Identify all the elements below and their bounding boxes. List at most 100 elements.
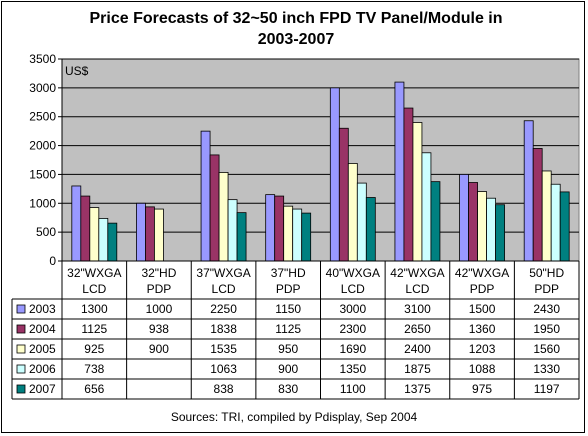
bar [468,182,478,262]
table-value: 738 [84,362,104,376]
legend-key [16,324,26,334]
table-value: 1300 [81,302,108,316]
table-value: 838 [214,382,234,396]
category-label: 37"HD [271,266,306,280]
table-value: 1838 [210,322,237,336]
table-value: 1063 [210,362,237,376]
legend-label: 2005 [29,342,56,356]
table-value: 1150 [275,302,301,316]
category-label: 32"HD [141,266,176,280]
bar [347,163,358,262]
bar [403,107,414,262]
bar [329,87,340,262]
category-label: LCD [212,282,236,296]
legend-label: 2004 [29,322,56,336]
category-label: 42"WXGA [455,266,509,280]
table-value: 1197 [534,382,560,396]
category-label: PDP [276,282,301,296]
y-tick-label: 500 [36,225,56,239]
category-label: PDP [147,282,172,296]
table-value: 1330 [533,362,560,376]
bar [541,170,552,262]
category-label: LCD [341,282,365,296]
table-value: 900 [149,342,169,356]
bar [394,81,405,262]
table-value: 1203 [469,342,496,356]
legend-label: 2003 [29,302,56,316]
bar [301,212,312,262]
table-value: 1125 [81,322,107,336]
category-label: PDP [534,282,559,296]
bar [274,195,285,262]
table-value: 1125 [275,322,301,336]
category-label: 37"WXGA [196,266,250,280]
bar [486,197,496,262]
bar [495,204,505,262]
table-value: 1375 [404,382,431,396]
table-value: 900 [278,362,298,376]
table-value: 1560 [533,342,560,356]
bar [136,202,146,262]
table-value: 1535 [210,342,237,356]
category-label: 42"WXGA [390,266,444,280]
bar [356,182,367,262]
bar [227,199,238,262]
bar [477,191,487,262]
bar [559,191,570,262]
table-value: 3000 [339,302,366,316]
category-label: 40"WXGA [326,266,380,280]
table-value: 1100 [340,382,366,396]
table-value: 925 [84,342,104,356]
bar [71,185,82,262]
chart-title-line2: 2003-2007 [257,31,335,48]
bar [292,208,303,262]
category-label: LCD [405,282,429,296]
table-value: 2400 [404,342,431,356]
bar [338,127,349,262]
bar [550,183,561,262]
y-tick-label: 3000 [29,81,56,95]
bar [365,197,376,262]
bar [421,152,432,262]
table-value: 1690 [339,342,366,356]
legend-label: 2007 [29,382,56,396]
table-value: 1000 [146,302,173,316]
bar [283,205,294,262]
bar [89,207,100,262]
table-value: 2650 [404,322,431,336]
table-value: 1350 [339,362,366,376]
table-value: 975 [472,382,492,396]
legend-label: 2006 [29,362,56,376]
legend-key [16,304,26,314]
bar [412,122,423,262]
y-tick-label: 3500 [29,52,56,66]
category-label: 32"WXGA [67,266,121,280]
bar [200,130,211,262]
table-value: 656 [84,382,104,396]
table-value: 830 [278,382,298,396]
bar [532,148,543,262]
y-tick-label: 1500 [29,167,56,181]
table-value: 950 [278,342,298,356]
bar [80,195,91,262]
table-value: 2430 [533,302,560,316]
bar [145,206,155,262]
bar [265,194,276,262]
legend-key [16,364,26,374]
source-note: Sources: TRI, compiled by Pdisplay, Sep … [170,410,418,424]
unit-label: US$ [65,64,89,78]
bar [459,174,469,262]
table-value: 1875 [404,362,431,376]
table-value: 1088 [469,362,496,376]
table-value: 1360 [469,322,496,336]
bar [98,218,109,262]
table-value: 2300 [339,322,366,336]
bar [236,212,247,262]
y-tick-label: 0 [49,254,56,268]
bar [430,181,441,262]
table-value: 938 [149,322,169,336]
category-label: LCD [82,282,106,296]
y-tick-label: 2000 [29,139,56,153]
